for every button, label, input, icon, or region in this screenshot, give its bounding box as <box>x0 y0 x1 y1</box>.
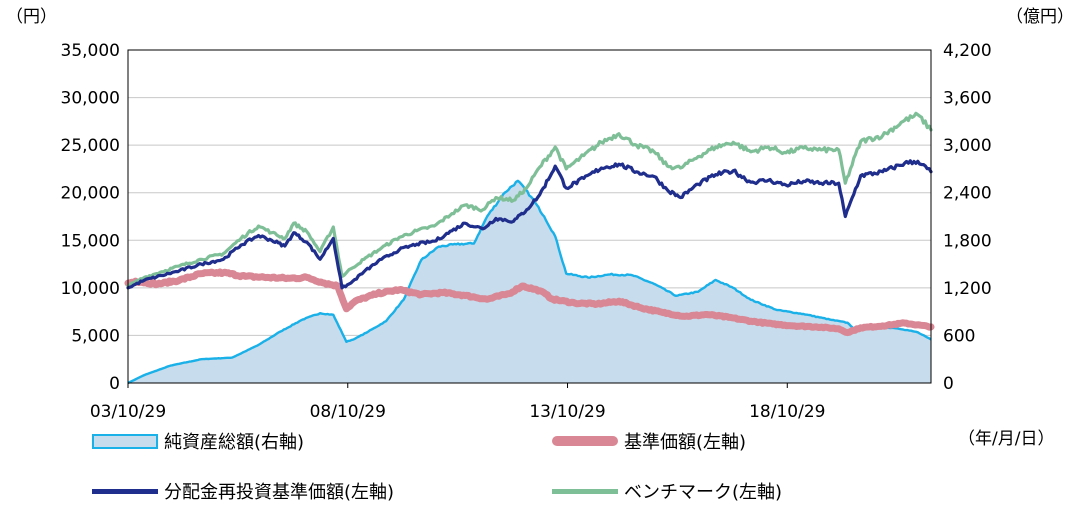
x-axis-ticks: 03/10/29 08/10/29 13/10/29 18/10/29 <box>90 383 825 422</box>
x-tick-label: 18/10/29 <box>749 402 825 422</box>
legend-label-nav: 純資産総額(右軸) <box>164 432 305 453</box>
right-axis-ticks: 0 600 1,200 1,800 2,400 3,000 3,600 4,200 <box>943 41 992 394</box>
right-tick-label: 1,800 <box>943 231 992 251</box>
right-tick-label: 0 <box>943 374 954 394</box>
left-tick-label: 0 <box>109 374 120 394</box>
legend-item-reinvest: 分配金再投資基準価額(左軸) <box>92 478 394 504</box>
left-axis-ticks: 0 5,000 10,000 15,000 20,000 25,000 30,000 35,0… <box>61 41 120 394</box>
legend-label-reinvest: 分配金再投資基準価額(左軸) <box>164 482 395 503</box>
legend-swatch-base-price <box>552 436 618 446</box>
legend-label-base-price: 基準価額(左軸) <box>624 432 747 453</box>
legend-item-nav: 純資産総額(右軸) <box>92 428 304 454</box>
right-tick-label: 1,200 <box>943 279 992 299</box>
series-reinvest <box>126 159 933 290</box>
left-axis-unit: （円） <box>6 7 57 27</box>
right-tick-label: 2,400 <box>943 184 992 204</box>
left-tick-label: 15,000 <box>61 231 120 251</box>
right-tick-label: 3,000 <box>943 136 992 156</box>
left-tick-label: 20,000 <box>61 184 120 204</box>
legend-item-base-price: 基準価額(左軸) <box>552 428 746 454</box>
series-benchmark <box>126 111 933 288</box>
left-tick-label: 10,000 <box>61 279 120 299</box>
x-axis-unit: （年/月/日） <box>958 429 1055 449</box>
left-tick-label: 30,000 <box>61 89 120 109</box>
left-tick-label: 5,000 <box>71 326 120 346</box>
series-base-price <box>124 268 935 337</box>
x-tick-label: 08/10/29 <box>310 402 386 422</box>
legend-swatch-benchmark <box>552 488 618 494</box>
nav-area-layer <box>127 179 932 385</box>
x-tick-label: 13/10/29 <box>529 402 605 422</box>
right-tick-label: 3,600 <box>943 89 992 109</box>
legend-label-benchmark: ベンチマーク(左軸) <box>624 482 783 503</box>
legend-item-benchmark: ベンチマーク(左軸) <box>552 478 782 504</box>
right-tick-label: 600 <box>943 326 975 346</box>
right-tick-label: 4,200 <box>943 41 992 61</box>
series-nav-area-line <box>127 179 932 385</box>
plot-frame <box>127 49 932 384</box>
left-tick-label: 35,000 <box>61 41 120 61</box>
series-nav-area-fill <box>128 180 931 383</box>
x-tick-label: 03/10/29 <box>90 402 166 422</box>
legend-swatch-reinvest <box>92 488 158 494</box>
right-axis-unit: （億円） <box>1006 7 1074 27</box>
legend-swatch-nav <box>92 433 158 449</box>
series-lines <box>124 111 935 337</box>
left-tick-label: 25,000 <box>61 136 120 156</box>
